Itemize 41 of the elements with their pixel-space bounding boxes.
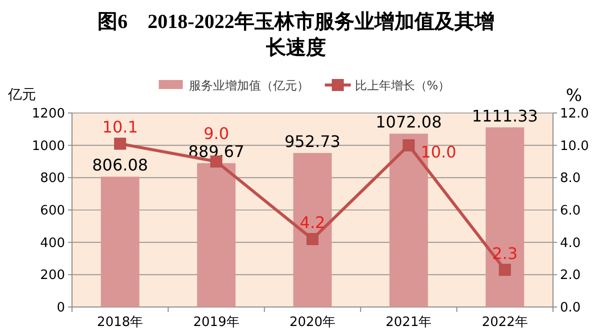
y2-tick-label: 2.0 bbox=[560, 268, 581, 284]
y2-tick-label: 8.0 bbox=[560, 171, 581, 186]
y2-tick-label: 12.0 bbox=[560, 106, 589, 122]
y-axis-title: 亿元 bbox=[7, 87, 36, 103]
point bbox=[306, 233, 318, 246]
y-tick-label: 800 bbox=[40, 171, 65, 186]
y-tick-label: 200 bbox=[40, 268, 65, 284]
x-tick-label: 2021年 bbox=[386, 315, 432, 330]
legend-label: 比上年增长（%） bbox=[354, 78, 450, 92]
y2-tick-label: 4.0 bbox=[560, 236, 581, 251]
data-label: 10.0 bbox=[420, 142, 456, 162]
y2-tick-label: 6.0 bbox=[560, 204, 581, 218]
legend-label: 服务业增加值（亿元） bbox=[188, 78, 309, 92]
data-label: 952.73 bbox=[284, 132, 340, 151]
y-tick-label: 600 bbox=[40, 204, 65, 218]
data-label: 1111.33 bbox=[472, 106, 538, 126]
x-tick-label: 2018年 bbox=[97, 315, 144, 330]
y-tick-label: 1000 bbox=[32, 138, 65, 154]
data-label: 2.3 bbox=[492, 244, 518, 263]
point bbox=[114, 138, 126, 150]
data-label: 1072.08 bbox=[376, 112, 442, 132]
x-tick-label: 2022年 bbox=[482, 315, 528, 330]
y2-axis-title: % bbox=[566, 86, 582, 106]
y-tick-label: 0 bbox=[56, 300, 65, 316]
data-label: 10.1 bbox=[102, 118, 138, 137]
data-label: 806.08 bbox=[92, 156, 148, 175]
y2-tick-label: 10.0 bbox=[560, 138, 589, 154]
bar bbox=[100, 176, 140, 307]
bar bbox=[486, 127, 524, 307]
y-tick-label: 400 bbox=[40, 236, 65, 251]
data-label: 4.2 bbox=[300, 213, 326, 232]
x-tick-label: 2019年 bbox=[193, 315, 240, 330]
chart-title: 图6 2018-2022年玉林市服务业增加值及其增长速度 bbox=[98, 10, 494, 59]
bar bbox=[293, 152, 332, 307]
point bbox=[402, 139, 415, 152]
y-tick-label: 1200 bbox=[32, 106, 65, 122]
y2-tick-label: 0.0 bbox=[560, 300, 581, 316]
x-tick-label: 2020年 bbox=[289, 315, 336, 330]
data-label: 9.0 bbox=[204, 124, 230, 144]
bar bbox=[197, 163, 236, 307]
point bbox=[498, 264, 511, 276]
